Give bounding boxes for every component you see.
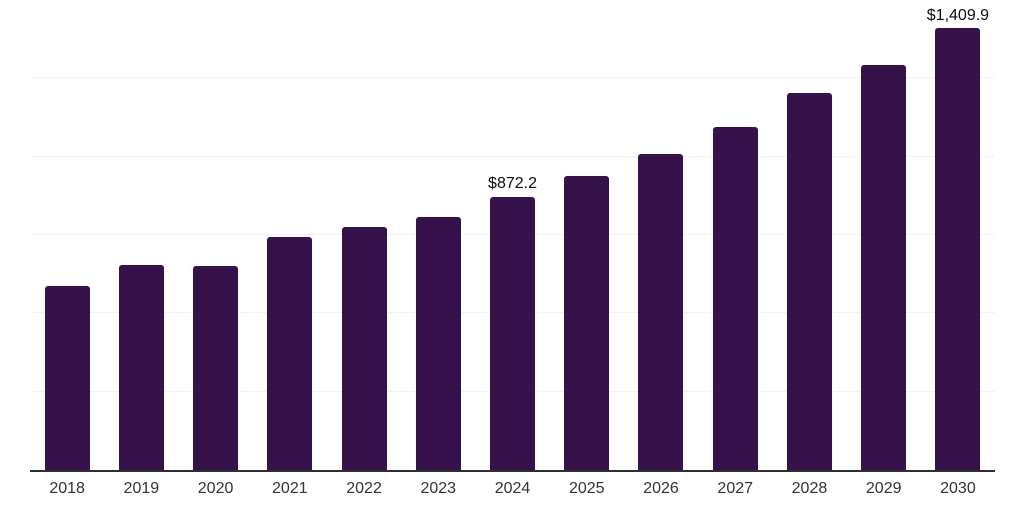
bar-2023[interactable] [415,216,461,470]
bar-slot-2026 [624,0,698,470]
x-tick-2024: 2024 [494,480,531,497]
x-tick-2023: 2023 [420,480,457,497]
bar-2022[interactable] [341,227,387,470]
bar-2027[interactable] [712,127,758,470]
x-tick-2019: 2019 [123,480,160,497]
bar-2018[interactable] [44,285,90,470]
data-label-2030: $1,409.9 [926,6,990,24]
x-tick-2022: 2022 [346,480,382,497]
bars-container: $872.2 $1,409.9 [30,0,995,470]
x-tick-2027: 2027 [717,480,754,497]
bar-slot-2020 [178,0,252,470]
bar-slot-2025 [550,0,624,470]
bar-slot-2019 [104,0,178,470]
bar-2019[interactable] [118,265,164,470]
x-tick-2021: 2021 [272,480,308,497]
gridline-1250 [30,77,995,79]
x-tick-2029: 2029 [865,480,902,497]
bar-2021[interactable] [267,237,313,470]
x-tick-2020: 2020 [197,480,234,497]
data-label-2024: $872.2 [488,175,537,193]
gridline-1000 [30,155,995,157]
bar-2026[interactable] [638,154,684,470]
x-tick-2030: 2030 [940,480,976,497]
bar-slot-2023 [401,0,475,470]
bar-slot-2021 [253,0,327,470]
bar-2029[interactable] [861,64,907,470]
x-tick-2026: 2026 [643,480,679,497]
bar-2028[interactable] [786,92,832,470]
bar-slot-2024: $872.2 [475,0,549,470]
x-tick-2018: 2018 [49,480,85,497]
bar-2025[interactable] [564,176,610,470]
bar-slot-2029 [847,0,921,470]
bar-slot-2027 [698,0,772,470]
bar-slot-2018 [30,0,104,470]
x-tick-2025: 2025 [568,480,605,497]
bar-2030[interactable]: $1,409.9 [927,7,989,470]
bar-slot-2028 [772,0,846,470]
x-tick-2028: 2028 [791,480,828,497]
bar-slot-2022 [327,0,401,470]
bar-2020[interactable] [193,266,239,470]
bar-2024[interactable]: $872.2 [488,175,537,470]
x-axis-line [30,470,995,472]
x-axis-tick-labels: 2018 2019 2020 2021 2022 2023 2024 2025 2026 2027… [30,479,995,498]
bar-slot-2030: $1,409.9 [921,0,995,470]
